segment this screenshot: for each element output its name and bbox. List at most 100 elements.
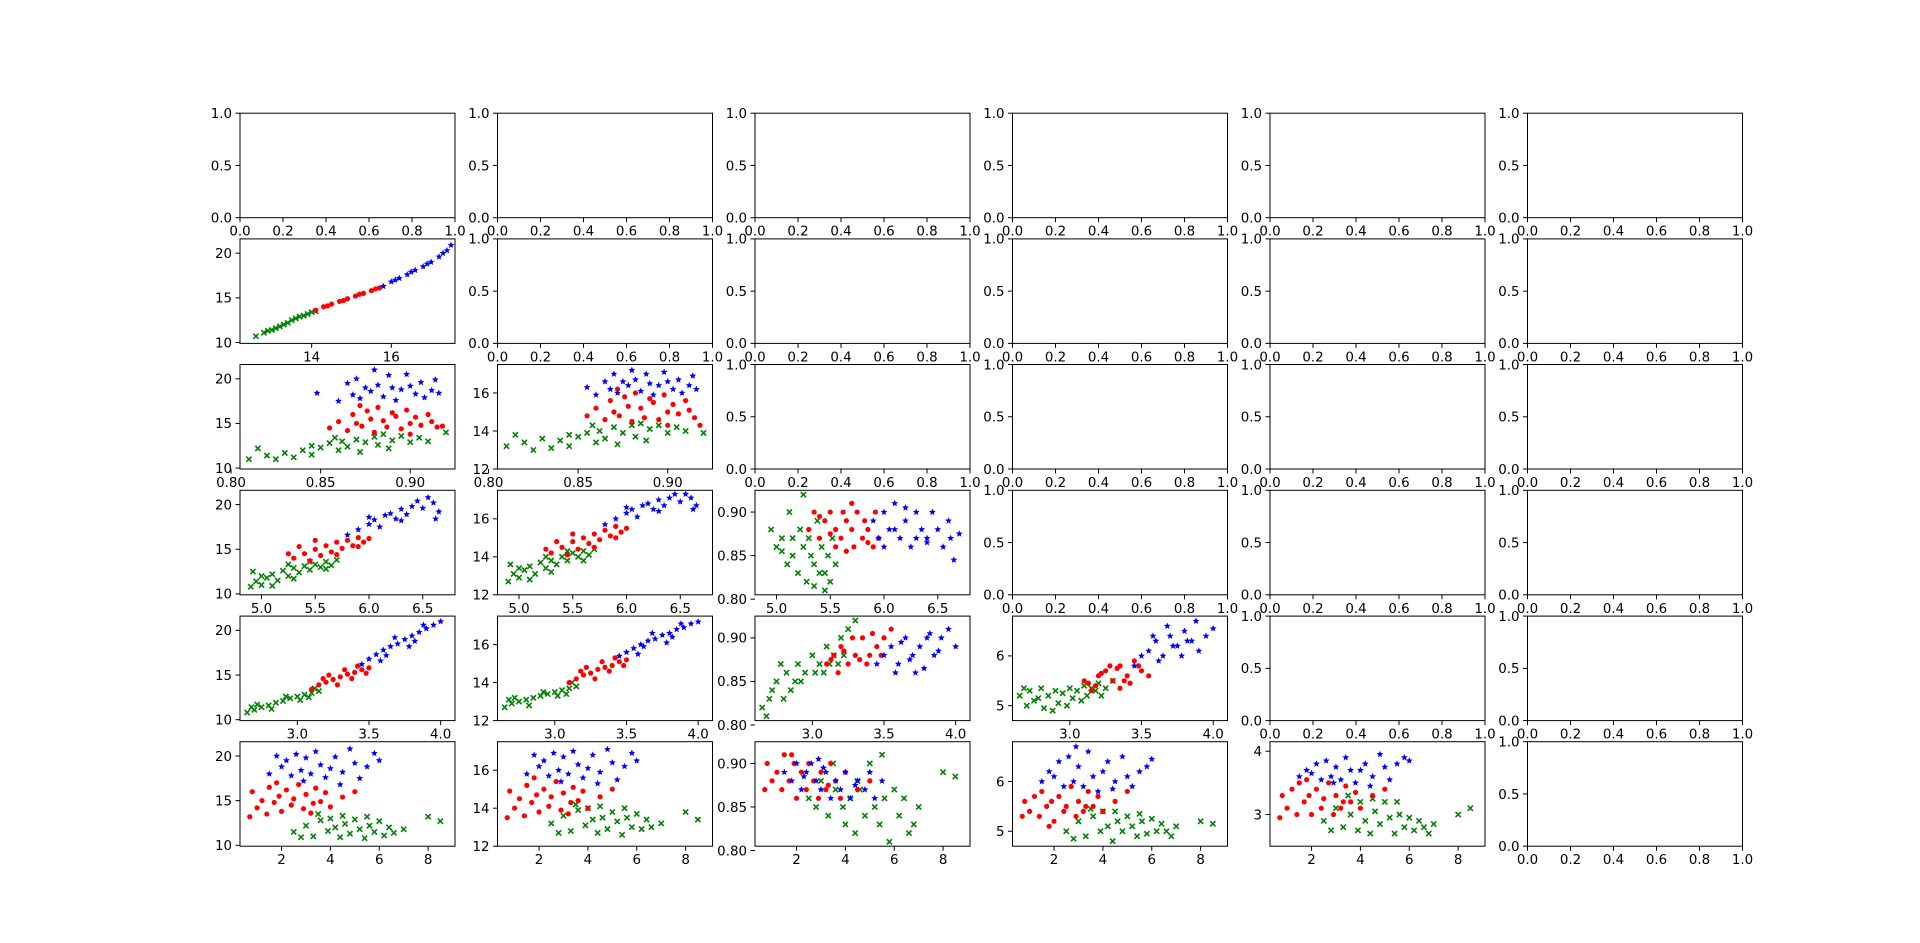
subplot-r4-c0: 3.0 3.5 4.0 10 15 20 bbox=[215, 615, 456, 743]
data-point bbox=[1152, 637, 1160, 644]
data-point bbox=[666, 629, 673, 637]
data-point bbox=[548, 568, 555, 576]
data-point bbox=[574, 553, 582, 560]
series-class-0 bbox=[247, 556, 340, 590]
x-tick-label: 0.4 bbox=[1345, 350, 1366, 365]
data-point bbox=[852, 829, 859, 837]
data-point bbox=[621, 762, 628, 770]
data-point bbox=[272, 325, 279, 332]
data-point bbox=[416, 434, 423, 441]
data-point bbox=[264, 811, 270, 817]
data-point bbox=[1114, 665, 1120, 671]
data-point bbox=[418, 422, 424, 428]
data-point bbox=[1181, 627, 1188, 634]
y-tick-label: 14 bbox=[472, 802, 489, 817]
data-point bbox=[375, 404, 381, 410]
data-point bbox=[597, 794, 603, 800]
data-point bbox=[896, 534, 904, 542]
data-point bbox=[805, 535, 812, 542]
data-point bbox=[1050, 772, 1058, 780]
data-point bbox=[397, 385, 405, 393]
data-point bbox=[854, 509, 860, 515]
data-point bbox=[365, 513, 373, 521]
data-point bbox=[588, 670, 594, 676]
data-point bbox=[435, 508, 443, 515]
y-tick-label: 10 bbox=[215, 462, 232, 477]
x-tick-label: 4 bbox=[584, 853, 593, 868]
series-class-1 bbox=[543, 523, 630, 558]
data-point bbox=[327, 815, 334, 822]
data-point bbox=[621, 805, 628, 812]
data-point bbox=[1202, 632, 1210, 639]
data-point bbox=[435, 389, 443, 396]
x-tick-label: 0.8 bbox=[1689, 853, 1710, 868]
data-point bbox=[802, 768, 810, 776]
data-point bbox=[805, 795, 812, 802]
data-point bbox=[385, 445, 392, 452]
data-point bbox=[610, 370, 618, 377]
y-tick-label: 1.0 bbox=[1498, 358, 1519, 373]
data-point bbox=[425, 411, 431, 418]
series-class-1 bbox=[247, 780, 358, 820]
data-point bbox=[866, 760, 873, 767]
data-point bbox=[335, 397, 342, 405]
data-point bbox=[336, 298, 343, 305]
data-point bbox=[773, 678, 780, 685]
data-point bbox=[591, 544, 597, 550]
data-point bbox=[1168, 833, 1175, 840]
data-point bbox=[335, 419, 342, 425]
data-point bbox=[507, 561, 514, 568]
data-point bbox=[387, 278, 395, 285]
data-point bbox=[807, 759, 815, 767]
data-point bbox=[609, 808, 616, 816]
data-point bbox=[664, 378, 672, 385]
data-point bbox=[1347, 811, 1354, 818]
data-point bbox=[1031, 793, 1038, 800]
data-point bbox=[646, 379, 654, 387]
data-point bbox=[769, 778, 775, 784]
x-tick-label: 0.2 bbox=[272, 225, 293, 240]
data-point bbox=[575, 546, 581, 552]
x-tick-label: 0.2 bbox=[787, 476, 808, 491]
data-point bbox=[1303, 766, 1311, 774]
x-tick-label: 1.0 bbox=[1474, 225, 1495, 240]
data-point bbox=[1357, 798, 1364, 806]
data-point bbox=[573, 676, 579, 682]
x-tick-label: 0.4 bbox=[1603, 853, 1624, 868]
data-point bbox=[609, 786, 615, 792]
series-class-0 bbox=[245, 429, 450, 463]
x-tick-label: 0.6 bbox=[873, 225, 894, 240]
data-point bbox=[391, 276, 399, 283]
data-point bbox=[825, 812, 832, 819]
data-point bbox=[1327, 827, 1335, 834]
data-point bbox=[501, 704, 508, 711]
data-point bbox=[548, 550, 554, 556]
data-point bbox=[849, 500, 855, 506]
y-tick-label: 0.0 bbox=[1241, 337, 1262, 352]
data-point bbox=[1092, 687, 1099, 694]
data-point bbox=[1117, 685, 1123, 691]
x-tick-label: 0.4 bbox=[1088, 225, 1109, 240]
data-point bbox=[1022, 798, 1028, 805]
data-point bbox=[560, 812, 567, 819]
data-point bbox=[421, 393, 428, 401]
subplot-r4-c2: 3.0 3.5 4.0 0.80 0.85 0.90 bbox=[717, 615, 971, 743]
data-point bbox=[1109, 838, 1116, 845]
data-point bbox=[837, 786, 844, 793]
data-point bbox=[820, 669, 827, 676]
y-tick-label: 0.80 bbox=[717, 844, 747, 859]
data-point bbox=[1348, 799, 1354, 805]
data-point bbox=[1343, 783, 1349, 789]
data-point bbox=[372, 286, 378, 292]
x-tick-label: 0.2 bbox=[1560, 350, 1581, 365]
data-point bbox=[1040, 704, 1048, 712]
y-tick-label: 14 bbox=[472, 551, 489, 566]
data-point bbox=[812, 669, 819, 676]
x-tick-label: 4 bbox=[1356, 853, 1365, 868]
data-point bbox=[763, 713, 770, 720]
data-point bbox=[815, 795, 822, 801]
data-point bbox=[817, 786, 825, 793]
data-point bbox=[545, 772, 553, 779]
data-point bbox=[1098, 670, 1104, 676]
